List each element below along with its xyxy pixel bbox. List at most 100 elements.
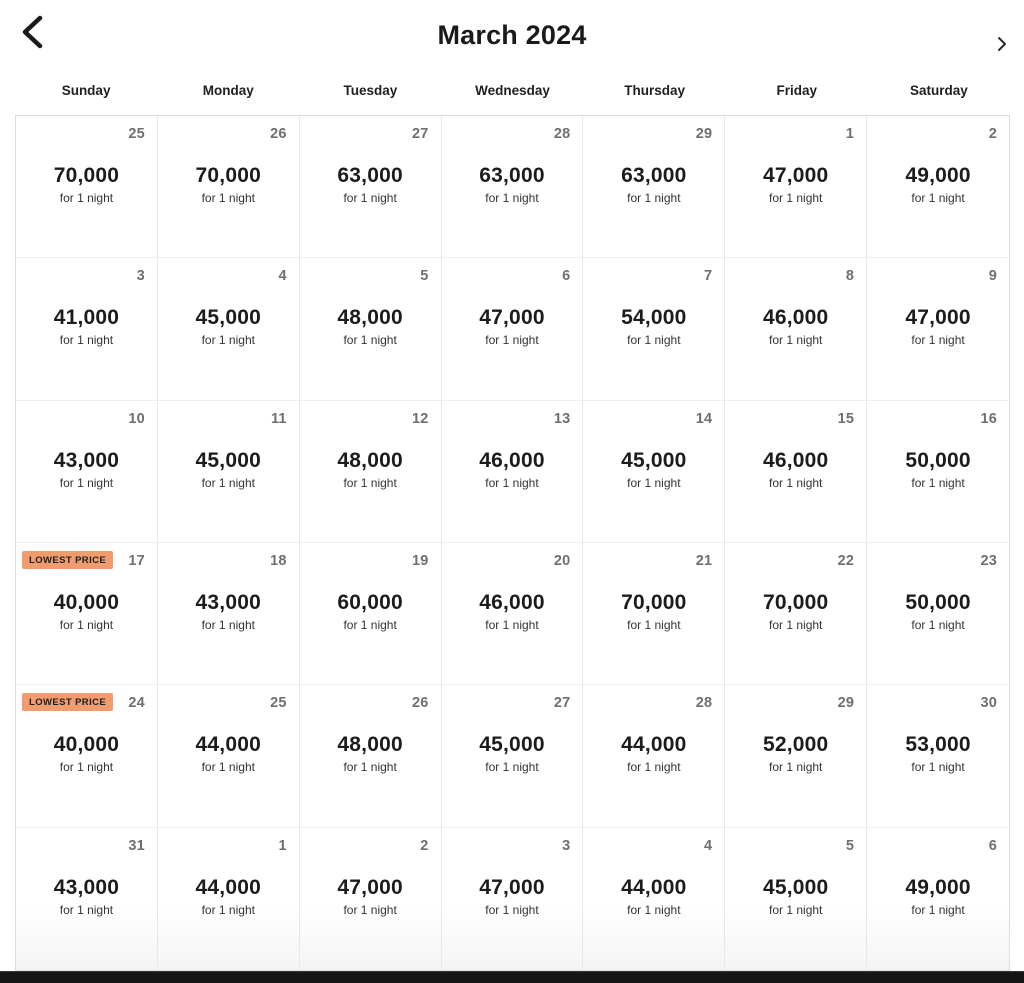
cell-top: 6 bbox=[442, 258, 583, 290]
calendar-day-cell[interactable]: 6 49,000 for 1 night bbox=[867, 827, 1009, 970]
calendar-day-cell[interactable]: 1 47,000 for 1 night bbox=[725, 116, 868, 259]
calendar-day-cell[interactable]: 26 70,000 for 1 night bbox=[157, 116, 300, 259]
night-label: for 1 night bbox=[59, 475, 114, 490]
calendar-day-cell[interactable]: 3 41,000 for 1 night bbox=[16, 258, 158, 401]
cell-top: 15 bbox=[725, 401, 866, 433]
calendar-day-cell[interactable]: 2 47,000 for 1 night bbox=[299, 827, 442, 970]
day-number: 8 bbox=[845, 268, 855, 285]
calendar-day-cell[interactable]: 13 46,000 for 1 night bbox=[441, 400, 584, 543]
day-number: 9 bbox=[988, 268, 997, 285]
calendar-day-cell[interactable]: 18 43,000 for 1 night bbox=[157, 542, 300, 686]
night-label: for 1 night bbox=[59, 333, 114, 348]
cell-top: 4 bbox=[158, 258, 299, 290]
calendar-day-cell[interactable]: 8 46,000 for 1 night bbox=[725, 258, 868, 401]
calendar-day-cell[interactable]: 4 44,000 for 1 night bbox=[583, 827, 726, 970]
calendar-day-cell[interactable]: 23 50,000 for 1 night bbox=[867, 542, 1009, 686]
calendar-day-cell[interactable]: 31 43,000 for 1 night bbox=[16, 827, 158, 970]
price-value: 44,000 bbox=[621, 875, 687, 899]
day-number: 26 bbox=[412, 695, 429, 712]
price-value: 63,000 bbox=[479, 164, 545, 187]
cell-top: 27 bbox=[300, 116, 441, 148]
day-number: 31 bbox=[128, 837, 145, 854]
calendar-day-cell[interactable]: 21 70,000 for 1 night bbox=[583, 542, 726, 686]
calendar-day-cell[interactable]: 7 54,000 for 1 night bbox=[583, 258, 726, 401]
price-value: 45,000 bbox=[195, 448, 261, 472]
calendar-day-cell[interactable]: 22 70,000 for 1 night bbox=[725, 542, 868, 686]
chevron-left-icon bbox=[20, 15, 44, 49]
day-number: 14 bbox=[695, 410, 713, 427]
price-value: 50,000 bbox=[905, 590, 971, 614]
day-number: 28 bbox=[553, 126, 571, 142]
calendar-day-cell[interactable]: LOWEST PRICE 17 40,000 for 1 night bbox=[16, 542, 158, 686]
day-number: 20 bbox=[553, 552, 571, 569]
cell-top: 28 bbox=[442, 116, 583, 148]
calendar-day-cell[interactable]: 27 63,000 for 1 night bbox=[299, 116, 442, 259]
calendar-day-cell[interactable]: 19 60,000 for 1 night bbox=[299, 542, 442, 686]
calendar-day-cell[interactable]: 2 49,000 for 1 night bbox=[867, 116, 1009, 259]
weekday-label-saturday: Saturday bbox=[910, 83, 968, 98]
cell-top: 22 bbox=[725, 543, 866, 575]
night-label: for 1 night bbox=[201, 617, 255, 632]
calendar-grid: 25 70,000 for 1 night 26 70,000 for 1 ni… bbox=[15, 115, 1010, 971]
calendar-day-cell[interactable]: 5 48,000 for 1 night bbox=[299, 258, 442, 401]
calendar-day-cell[interactable]: 14 45,000 for 1 night bbox=[583, 400, 726, 543]
day-number: 17 bbox=[128, 552, 145, 569]
calendar-day-cell[interactable]: 4 45,000 for 1 night bbox=[157, 258, 300, 401]
calendar-day-cell[interactable]: 15 46,000 for 1 night bbox=[725, 400, 868, 543]
calendar-day-cell[interactable]: 3 47,000 for 1 night bbox=[441, 827, 584, 970]
calendar-day-cell[interactable]: 25 44,000 for 1 night bbox=[157, 685, 300, 828]
calendar-day-cell[interactable]: 11 45,000 for 1 night bbox=[157, 400, 300, 543]
previous-month-button[interactable] bbox=[12, 8, 52, 56]
weekday-label-wednesday: Wednesday bbox=[475, 83, 550, 98]
calendar-day-cell[interactable]: 29 63,000 for 1 night bbox=[583, 116, 726, 259]
night-label: for 1 night bbox=[485, 760, 539, 775]
night-label: for 1 night bbox=[201, 475, 255, 490]
calendar-day-cell[interactable]: 10 43,000 for 1 night bbox=[16, 400, 158, 543]
price-value: 49,000 bbox=[905, 164, 971, 187]
night-label: for 1 night bbox=[911, 191, 965, 205]
price-value: 45,000 bbox=[762, 875, 829, 899]
cell-top: 23 bbox=[867, 543, 1009, 575]
calendar-day-cell[interactable]: 9 47,000 for 1 night bbox=[867, 258, 1009, 401]
cell-top: 2 bbox=[300, 828, 441, 860]
price-value: 45,000 bbox=[621, 448, 687, 472]
calendar-day-cell[interactable]: 20 46,000 for 1 night bbox=[441, 542, 584, 686]
calendar-day-cell[interactable]: 1 44,000 for 1 night bbox=[157, 827, 300, 970]
calendar-day-cell[interactable]: 30 53,000 for 1 night bbox=[867, 685, 1009, 828]
calendar-day-cell[interactable]: 25 70,000 for 1 night bbox=[16, 116, 158, 259]
cell-top: 9 bbox=[867, 258, 1009, 290]
calendar-day-cell[interactable]: 27 45,000 for 1 night bbox=[441, 685, 584, 828]
day-number: 25 bbox=[128, 126, 145, 142]
night-label: for 1 night bbox=[59, 617, 114, 632]
calendar-day-cell[interactable]: 12 48,000 for 1 night bbox=[299, 400, 442, 543]
price-value: 41,000 bbox=[53, 306, 120, 330]
cell-top: 2 bbox=[867, 116, 1009, 148]
cell-top: 4 bbox=[583, 828, 724, 860]
night-label: for 1 night bbox=[485, 475, 539, 490]
day-number: 27 bbox=[553, 695, 571, 712]
night-label: for 1 night bbox=[911, 902, 965, 917]
calendar-day-cell[interactable]: 6 47,000 for 1 night bbox=[441, 258, 584, 401]
price-value: 48,000 bbox=[337, 306, 403, 330]
price-value: 48,000 bbox=[337, 733, 403, 757]
price-value: 70,000 bbox=[195, 164, 261, 187]
night-label: for 1 night bbox=[201, 902, 255, 917]
price-value: 45,000 bbox=[479, 733, 545, 757]
next-month-button[interactable] bbox=[988, 30, 1016, 58]
day-number: 3 bbox=[136, 268, 145, 285]
cell-top: 5 bbox=[300, 258, 441, 290]
calendar-day-cell[interactable]: 5 45,000 for 1 night bbox=[725, 827, 868, 970]
calendar-day-cell[interactable]: LOWEST PRICE 24 40,000 for 1 night bbox=[16, 685, 158, 828]
night-label: for 1 night bbox=[627, 760, 681, 775]
night-label: for 1 night bbox=[343, 333, 397, 348]
calendar-day-cell[interactable]: 28 44,000 for 1 night bbox=[583, 685, 726, 828]
night-label: for 1 night bbox=[911, 617, 965, 632]
calendar-day-cell[interactable]: 29 52,000 for 1 night bbox=[725, 685, 868, 828]
night-label: for 1 night bbox=[769, 760, 823, 775]
night-label: for 1 night bbox=[201, 333, 255, 348]
calendar-day-cell[interactable]: 28 63,000 for 1 night bbox=[441, 116, 584, 259]
day-number: 22 bbox=[837, 552, 855, 569]
calendar-day-cell[interactable]: 16 50,000 for 1 night bbox=[867, 400, 1009, 543]
calendar-day-cell[interactable]: 26 48,000 for 1 night bbox=[299, 685, 442, 828]
price-value: 52,000 bbox=[762, 733, 829, 757]
